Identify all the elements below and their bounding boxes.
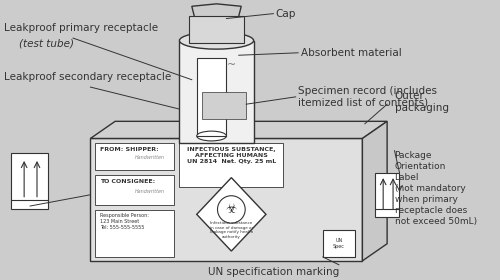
Bar xyxy=(96,143,174,170)
Text: Absorbent material: Absorbent material xyxy=(300,48,402,58)
Text: Outer
packaging: Outer packaging xyxy=(394,91,448,113)
Polygon shape xyxy=(90,121,387,139)
Text: ~: ~ xyxy=(226,60,235,70)
Text: UN
Spec: UN Spec xyxy=(333,238,345,249)
Text: Leakproof primary receptacle: Leakproof primary receptacle xyxy=(4,23,158,33)
Bar xyxy=(180,41,254,143)
Polygon shape xyxy=(196,178,266,251)
Text: Responsible Person:
123 Main Street
Tel: 555-555-5555: Responsible Person: 123 Main Street Tel:… xyxy=(100,213,149,230)
Text: Cap: Cap xyxy=(276,9,296,19)
Text: Leakproof secondary receptacle: Leakproof secondary receptacle xyxy=(4,72,171,82)
Ellipse shape xyxy=(180,32,254,49)
Bar xyxy=(190,16,244,43)
Text: Handwritten: Handwritten xyxy=(135,155,165,160)
Text: Specimen record (includes
itemized list of contents): Specimen record (includes itemized list … xyxy=(298,86,437,108)
Bar xyxy=(96,175,174,205)
Text: Handwritten: Handwritten xyxy=(135,189,165,194)
Text: Package
Orientation
Label
(not mandatory
when primary
receptacle does
not exceed: Package Orientation Label (not mandatory… xyxy=(394,151,476,226)
Text: FROM: SHIPPER:: FROM: SHIPPER: xyxy=(100,147,159,152)
Polygon shape xyxy=(362,121,387,261)
Text: TO CONSIGNEE:: TO CONSIGNEE: xyxy=(100,179,156,184)
Bar xyxy=(96,211,174,257)
Text: ☣: ☣ xyxy=(226,203,237,216)
Bar xyxy=(375,173,400,217)
Text: (test tube): (test tube) xyxy=(18,38,74,48)
Text: UN specification marking: UN specification marking xyxy=(208,267,339,277)
Bar xyxy=(202,92,246,119)
Text: INFECTIOUS SUBSTANCE,
AFFECTING HUMANS
UN 2814  Net. Qty. 25 mL: INFECTIOUS SUBSTANCE, AFFECTING HUMANS U… xyxy=(186,147,276,164)
Bar xyxy=(196,58,226,136)
Bar xyxy=(12,153,49,209)
Ellipse shape xyxy=(196,131,226,141)
Bar xyxy=(323,230,355,257)
Bar xyxy=(180,143,284,187)
Text: Infectious substance
in case of damage or
leakage notify health
authority: Infectious substance in case of damage o… xyxy=(210,221,253,239)
Bar xyxy=(90,139,362,261)
